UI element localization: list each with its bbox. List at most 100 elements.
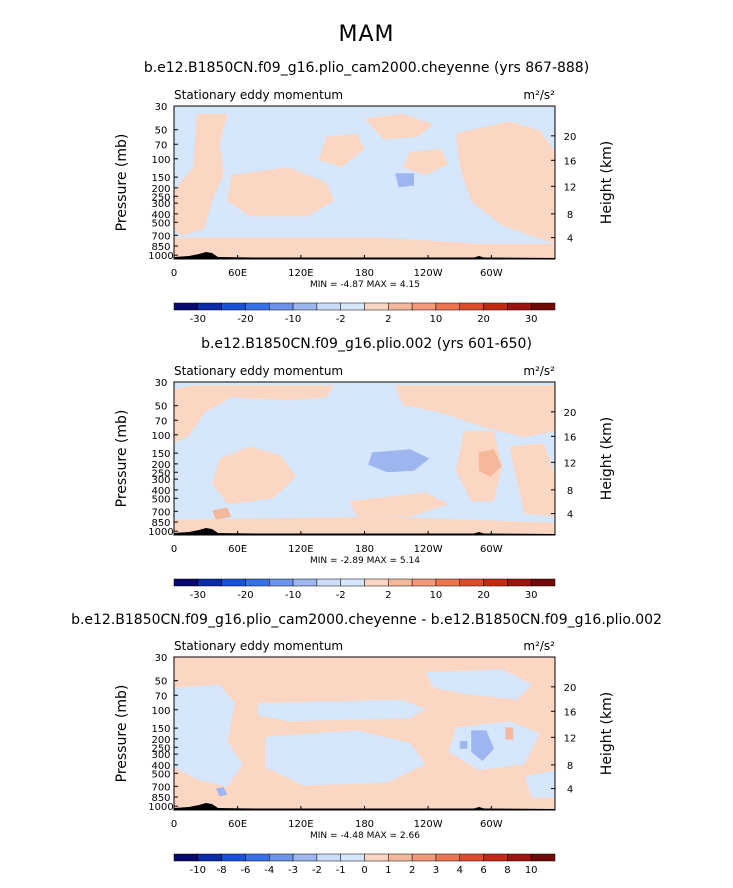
panel-1-ytick-label: 700	[151, 231, 170, 242]
panel-2-colorbar-box	[173, 578, 199, 587]
panel-3-colorbar-box	[435, 853, 460, 862]
panel-1-ytick-label: 1000	[148, 251, 173, 262]
panel-1-colorbar-box	[435, 302, 460, 311]
panel-3-colorbar-label: -1	[336, 865, 346, 876]
panel-3-contour-region	[425, 669, 533, 700]
panel-3-contour-region	[257, 699, 426, 722]
panel-2-ytick-label: 500	[151, 494, 170, 505]
panel-2	[173, 381, 556, 587]
panel-3-rtick-label: 12	[564, 733, 577, 744]
panel-1-colorbar-label: -10	[285, 314, 301, 325]
panel-1-colorbar-box	[173, 302, 199, 311]
panel-3-colorbar-label: 1	[385, 865, 391, 876]
panel-3-colorbar-box	[388, 853, 413, 862]
panel-1-ytick-label: 30	[155, 102, 168, 113]
panel-2-colorbar-box	[340, 578, 365, 587]
panel-3-colorbar-label: -3	[288, 865, 298, 876]
panel-1-colorbar-box	[411, 302, 437, 311]
panel-3-colorbar-label: 3	[433, 865, 439, 876]
panel-3-xtick-label: 120W	[414, 819, 443, 830]
panel-3-ytick-label: 250	[151, 743, 170, 754]
panel-1-colorbar-label: 10	[430, 314, 443, 325]
panel-1-colorbar-label: 30	[525, 314, 538, 325]
panel-2-colorbar-box	[292, 578, 318, 587]
panel-2-rtick-label: 16	[564, 432, 577, 443]
panel-2-ytick-label: 70	[155, 416, 168, 427]
panel-2-ytick-label: 850	[151, 518, 170, 529]
panel-3-colorbar-box	[292, 853, 318, 862]
panel-2-colorbar-box	[483, 578, 508, 587]
panel-2-rtick-label: 4	[567, 510, 573, 521]
panel-2-ytick-label: 700	[151, 507, 170, 518]
panel-2-left-string: Stationary eddy momentum	[174, 364, 343, 378]
panel-1-colorbar-label: -20	[237, 314, 253, 325]
panel-3-rtick-label: 4	[567, 785, 573, 796]
panel-3-ytick-label: 200	[151, 735, 170, 746]
panel-1-rtick-label: 16	[564, 156, 577, 167]
panel-3-ytick-label: 30	[155, 653, 168, 664]
panel-1-ylabel: Pressure (mb)	[114, 134, 130, 232]
panel-3-colorbar-box	[173, 853, 199, 862]
panel-1-colorbar-box	[483, 302, 508, 311]
panel-1-ytick-label: 150	[151, 173, 170, 184]
panel-3-colorbar-box	[197, 853, 222, 862]
panel-3-ytick-label: 700	[151, 782, 170, 793]
panel-1-contour-region	[174, 237, 555, 259]
panel-2-contour-region	[212, 446, 296, 505]
panel-2-xtick-label: 60W	[480, 544, 503, 555]
panel-1-xtick-label: 60E	[228, 268, 247, 279]
panel-3-contour-region	[505, 727, 514, 740]
panel-3-units: m²/s²	[523, 639, 555, 653]
panel-3-ytick-label: 850	[151, 793, 170, 804]
panel-2-colorbar-box	[507, 578, 532, 587]
panel-2-colorbar-box	[269, 578, 294, 587]
panel-3-ylabel: Pressure (mb)	[114, 685, 130, 783]
panel-1-colorbar-label: 20	[477, 314, 490, 325]
panel-3-colorbar-label: -10	[190, 865, 206, 876]
panel-1-contour-region	[455, 121, 555, 244]
panel-1-title: b.e12.B1850CN.f09_g16.plio_cam2000.cheye…	[143, 60, 590, 76]
panel-1-colorbar-box	[507, 302, 532, 311]
panel-3-contour-region	[459, 741, 468, 749]
panel-3-ytick-label: 70	[155, 691, 168, 702]
panel-1-colorbar-box	[459, 302, 484, 311]
panel-2-colorbar-label: -30	[190, 590, 206, 601]
panel-1-colorbar-box	[388, 302, 413, 311]
panel-2-colorbar-box	[388, 578, 413, 587]
panel-2-colorbar-label: 2	[385, 590, 391, 601]
panel-1-contour-region	[364, 113, 434, 140]
panel-3-rtick-label: 8	[567, 761, 573, 772]
panel-2-colorbar-label: -2	[336, 590, 346, 601]
panel-3-colorbar-label: 8	[504, 865, 510, 876]
panel-3-contour-region	[448, 721, 540, 771]
panel-2-xtick-label: 0	[171, 544, 177, 555]
panel-1-ytick-label: 70	[155, 140, 168, 151]
panel-1-contour-region	[402, 148, 449, 175]
panel-2-colorbar-label: -20	[237, 590, 253, 601]
panel-1-xtick-label: 60W	[480, 268, 503, 279]
panel-2-ytick-label: 250	[151, 468, 170, 479]
panel-1-colorbar-box	[221, 302, 246, 311]
panel-3-colorbar-label: -8	[217, 865, 227, 876]
panel-2-xtick-label: 120W	[414, 544, 443, 555]
panel-3-colorbar-box	[221, 853, 246, 862]
panel-1-ylabel-right: Height (km)	[599, 141, 615, 224]
panel-3-ytick-label: 400	[151, 761, 170, 772]
panel-2-colorbar-box	[435, 578, 460, 587]
panel-2-xtick-label: 180	[355, 544, 374, 555]
panel-1-rtick-label: 12	[564, 182, 577, 193]
panel-2-rtick-label: 12	[564, 458, 577, 469]
panel-2-xtick-label: 60E	[228, 544, 247, 555]
panel-1-colorbar-box	[292, 302, 318, 311]
panel-1-colorbar-box	[197, 302, 222, 311]
panel-3-ytick-label: 50	[155, 677, 168, 688]
panel-1-xtick-label: 120W	[414, 268, 443, 279]
panel-1-colorbar-box	[269, 302, 294, 311]
panel-3-colorbar-label: 10	[525, 865, 538, 876]
panel-1-colorbar-label: 2	[385, 314, 391, 325]
panel-1-contour-region	[174, 113, 228, 236]
panel-1-units: m²/s²	[523, 88, 555, 102]
panel-2-contour-region	[395, 385, 555, 438]
panel-2-colorbar-box	[411, 578, 437, 587]
panel-3-ytick-label: 500	[151, 769, 170, 780]
